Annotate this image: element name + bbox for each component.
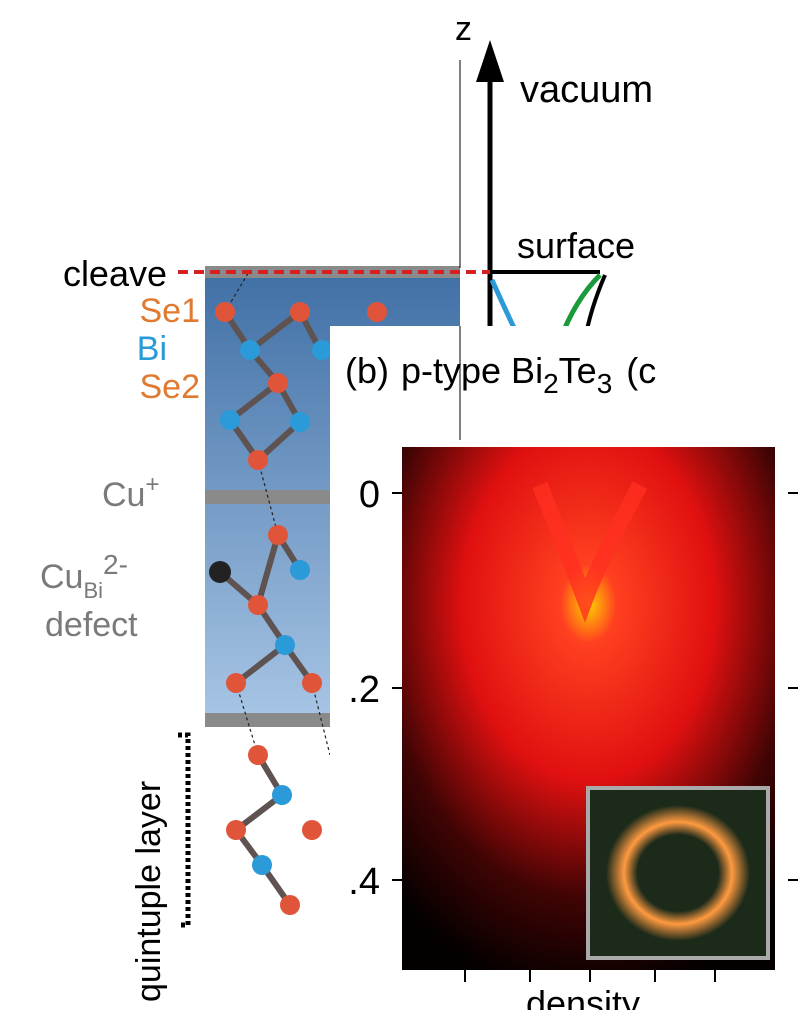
cu-bi-label: CuBi2- — [40, 549, 128, 603]
cleave-label: cleave — [63, 253, 167, 294]
y-tick-label: .2 — [348, 669, 380, 711]
defect-label: defect — [45, 606, 138, 644]
z-arrow — [476, 40, 504, 82]
inset — [588, 788, 768, 958]
y-tick-label: 0 — [359, 474, 380, 516]
layer-label: Se1 — [140, 292, 201, 330]
layer-label: Se2 — [140, 368, 201, 406]
quintuple-label: quintuple layer — [130, 781, 168, 1002]
bracket — [178, 735, 188, 925]
layer-label: Bi — [137, 330, 167, 368]
surface-label: surface — [517, 225, 635, 266]
cu-label: Cu+ — [102, 471, 159, 514]
y-tick-label: .4 — [348, 861, 380, 903]
z-label: z — [455, 10, 472, 48]
x-axis-label: density — [526, 983, 640, 1010]
vacuum-label: vacuum — [520, 69, 653, 111]
figure: z vacuum surface cleave Se1 Bi Se2 Cu+ C… — [0, 0, 798, 1010]
